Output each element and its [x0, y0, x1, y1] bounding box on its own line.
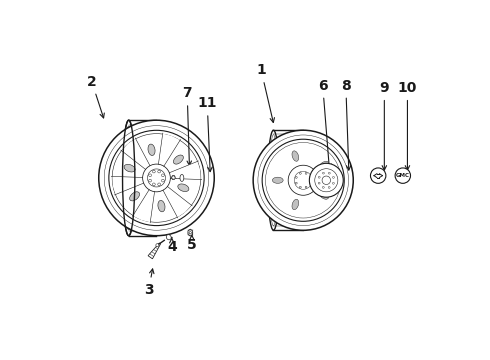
Circle shape — [158, 183, 161, 186]
Ellipse shape — [130, 192, 140, 201]
Ellipse shape — [180, 175, 184, 181]
Ellipse shape — [158, 201, 165, 212]
Circle shape — [333, 183, 334, 184]
Circle shape — [309, 176, 311, 178]
Circle shape — [299, 186, 301, 188]
Circle shape — [322, 176, 331, 184]
Text: 6: 6 — [318, 78, 331, 168]
Ellipse shape — [272, 177, 283, 183]
Circle shape — [299, 172, 301, 174]
Circle shape — [333, 176, 334, 178]
Polygon shape — [163, 187, 191, 217]
Text: 11: 11 — [197, 96, 217, 172]
Circle shape — [189, 231, 192, 234]
Polygon shape — [188, 229, 193, 236]
Polygon shape — [148, 243, 161, 259]
Ellipse shape — [166, 235, 171, 240]
Circle shape — [305, 186, 307, 188]
Ellipse shape — [172, 175, 175, 180]
Text: 1: 1 — [256, 63, 274, 122]
Circle shape — [148, 174, 151, 177]
Circle shape — [152, 170, 155, 173]
Circle shape — [148, 179, 151, 182]
Polygon shape — [122, 138, 149, 169]
Circle shape — [162, 179, 164, 182]
Ellipse shape — [178, 184, 189, 192]
Text: 9: 9 — [380, 81, 389, 170]
Circle shape — [288, 165, 318, 195]
Ellipse shape — [311, 178, 314, 182]
Circle shape — [395, 168, 411, 183]
Text: 8: 8 — [341, 78, 351, 170]
Circle shape — [328, 186, 330, 188]
Ellipse shape — [292, 199, 299, 210]
Ellipse shape — [319, 191, 328, 199]
Ellipse shape — [292, 151, 299, 161]
Circle shape — [152, 183, 155, 186]
Circle shape — [158, 170, 161, 173]
Circle shape — [143, 164, 171, 192]
Circle shape — [370, 168, 386, 183]
Circle shape — [253, 130, 353, 230]
Polygon shape — [113, 176, 143, 195]
Polygon shape — [159, 134, 180, 166]
Circle shape — [318, 176, 320, 178]
Ellipse shape — [173, 155, 183, 164]
Ellipse shape — [148, 144, 155, 156]
Circle shape — [328, 172, 330, 174]
Ellipse shape — [319, 161, 328, 169]
Polygon shape — [170, 161, 200, 180]
Circle shape — [322, 186, 324, 188]
Text: 4: 4 — [167, 238, 177, 254]
Circle shape — [309, 163, 343, 197]
Circle shape — [309, 182, 311, 184]
Polygon shape — [133, 190, 154, 222]
Circle shape — [99, 120, 214, 236]
Circle shape — [156, 244, 159, 247]
Text: GMC: GMC — [396, 173, 410, 178]
Circle shape — [285, 162, 321, 198]
Circle shape — [295, 182, 297, 184]
Text: 5: 5 — [187, 235, 196, 252]
Circle shape — [322, 172, 324, 174]
Circle shape — [318, 182, 320, 184]
Text: 10: 10 — [398, 81, 417, 170]
Circle shape — [295, 176, 297, 178]
Text: 7: 7 — [182, 86, 192, 166]
Circle shape — [305, 172, 307, 174]
Circle shape — [162, 174, 164, 177]
Ellipse shape — [124, 165, 135, 172]
Text: 3: 3 — [144, 269, 154, 297]
Text: 2: 2 — [87, 75, 104, 118]
